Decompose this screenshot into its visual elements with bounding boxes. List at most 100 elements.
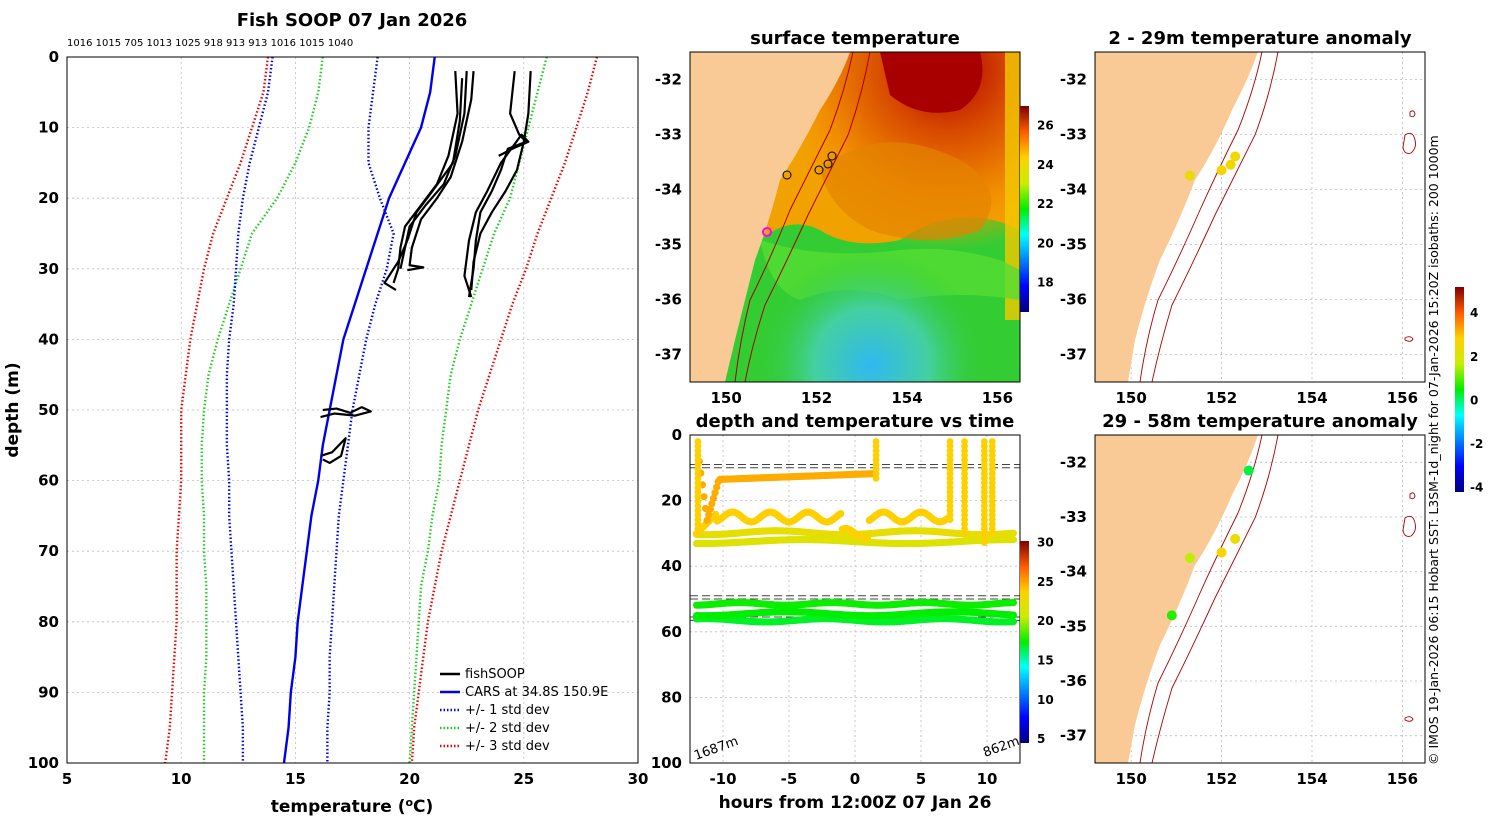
ytick-label: 10: [38, 119, 59, 137]
ts-track-shallow: [706, 505, 714, 513]
profile-title: Fish SOOP 07 Jan 2026: [237, 10, 468, 31]
anomaly-panel-2: 29 - 58m temperature anomaly 150 152 154 15…: [1060, 411, 1426, 788]
ytick-label: 80: [38, 613, 59, 631]
anom-ytick: -32: [1060, 453, 1087, 471]
fishsoop-cast: [407, 71, 475, 272]
cast-ids: 1016 1015 705 1013 1025 918 913 913 1016…: [67, 38, 353, 49]
fishsoop-cast: [320, 406, 372, 419]
ts-cb-tick: 10: [1037, 693, 1054, 707]
ts-track-56m: [1009, 618, 1018, 626]
anom-xtick: 150: [1116, 770, 1147, 788]
anom-ytick: -36: [1060, 291, 1087, 309]
anomaly-point: [1216, 165, 1227, 176]
credit-text: © IMOS 19-Jan-2026 06:15 Hobart SST: L3S…: [1426, 135, 1441, 765]
ts-track-54m: [1009, 611, 1018, 619]
anom-ytick: -33: [1060, 126, 1087, 144]
anomaly-point: [1184, 170, 1195, 181]
cast-id-list: 1016 1015 705 1013 1025 918 913 913 1016…: [67, 38, 353, 49]
ytick-label: 90: [38, 683, 59, 701]
profile-legend: fishSOOP CARS at 34.8S 150.9E +/- 1 std …: [440, 667, 608, 754]
anom-cb-tick: -4: [1470, 481, 1483, 495]
ts-cb-tick: 20: [1037, 614, 1054, 628]
sst-cb-tick: 22: [1037, 197, 1054, 211]
anom-ytick: -32: [1060, 71, 1087, 89]
sst-xtick: 156: [982, 389, 1013, 407]
anom1-frame: [1094, 51, 1426, 383]
sst-panel: surface temperature 150 152 154 156 -32 -33 -3…: [655, 28, 1054, 407]
profile-xlabel: temperature (oC): [271, 796, 434, 817]
legend-sd3: +/- 3 std dev: [465, 739, 550, 754]
anom-cb-tick: 0: [1470, 393, 1478, 407]
anom2-title: 29 - 58m temperature anomaly: [1102, 411, 1418, 432]
sst-xtick: 150: [711, 389, 742, 407]
sd1-upper-line: [326, 56, 395, 763]
anom-ytick: -35: [1060, 236, 1087, 254]
sst-cb-tick: 18: [1037, 276, 1054, 290]
ts-cb-tick: 5: [1037, 732, 1045, 746]
anom-cb-tick: 2: [1470, 350, 1478, 364]
timeseries-tracks: [693, 438, 1018, 626]
profile-ylabel: depth (m): [3, 362, 23, 457]
fishsoop-cast: [463, 133, 530, 298]
legend-cars: CARS at 34.8S 150.9E: [465, 685, 608, 700]
ytick-label: 70: [38, 542, 59, 560]
ts-ytick: 40: [661, 557, 682, 575]
anom-xtick: 152: [1206, 389, 1237, 407]
anom-xtick: 154: [1296, 770, 1327, 788]
sst-ytick: -35: [655, 236, 682, 254]
anom1-title: 2 - 29m temperature anomaly: [1108, 28, 1411, 49]
ts-vertical-profile: [946, 516, 954, 524]
anomaly-point: [1230, 151, 1241, 162]
anom-xtick: 154: [1296, 389, 1327, 407]
sd3-lower-line: [164, 56, 270, 764]
legend-sd2: +/- 2 std dev: [465, 721, 550, 736]
sst-ticks: 150 152 154 156 -32 -33 -34 -35 -36 -37 18 20 22 24 26: [655, 71, 1054, 408]
anomaly-point: [1230, 533, 1241, 544]
anomaly-colorbar-ticks: -4 -2 0 2 4: [1470, 306, 1483, 494]
anom-xtick: 152: [1206, 770, 1237, 788]
timeseries-colorbar: [1020, 541, 1029, 743]
anomaly-point: [1184, 553, 1195, 563]
ts-track-shallow: [705, 511, 713, 519]
ts-track-shallow: [709, 494, 718, 502]
timeseries-title: depth and temperature vs time: [696, 411, 1015, 432]
legend-sd1: +/- 1 std dev: [465, 703, 550, 718]
ts-track-mid: [864, 534, 872, 542]
sst-cb-tick: 26: [1037, 119, 1054, 133]
fishsoop-casts: [320, 71, 532, 465]
xtick-label: 20: [399, 770, 420, 788]
ts-vertical-profile: [872, 474, 880, 482]
ts-ytick: 20: [661, 492, 682, 510]
ts-track-shallow: [703, 516, 711, 524]
anom-ytick: -37: [1060, 346, 1087, 364]
ytick-label: 0: [49, 48, 59, 66]
sst-xtick: 154: [891, 389, 922, 407]
ts-vertical-profile: [980, 539, 988, 546]
ts-xtick: -5: [781, 770, 798, 788]
sd2-lower-line: [200, 56, 324, 763]
anom-ytick: -37: [1060, 727, 1087, 745]
sst-colorbar: [1020, 106, 1029, 312]
sst-title: surface temperature: [750, 28, 960, 49]
sst-ytick: -32: [655, 71, 682, 89]
ts-vertical-profile: [988, 530, 996, 537]
anomaly-panel-1: 2 - 29m temperature anomaly 150 152 154 156…: [1060, 28, 1426, 407]
ts-track-51m: [1009, 599, 1018, 607]
sst-ytick: -33: [655, 126, 682, 144]
legend-fish: fishSOOP: [465, 667, 525, 682]
xtick-label: 30: [628, 770, 649, 788]
sst-cb-tick: 24: [1037, 158, 1054, 172]
ts-cb-tick: 15: [1037, 653, 1054, 667]
ytick-label: 60: [38, 472, 59, 490]
ts-track-shallow: [711, 489, 719, 497]
anom-cb-tick: -2: [1470, 437, 1483, 451]
ts-ytick: 100: [651, 754, 682, 772]
ytick-label: 30: [38, 260, 59, 278]
anom1-land: [1095, 52, 1258, 382]
fishsoop-cast: [383, 78, 464, 291]
sst-land: [690, 52, 850, 382]
timeseries-xlabel: hours from 12:00Z 07 Jan 26: [719, 793, 992, 813]
ytick-label: 40: [38, 330, 59, 348]
fishsoop-cast: [467, 71, 528, 298]
